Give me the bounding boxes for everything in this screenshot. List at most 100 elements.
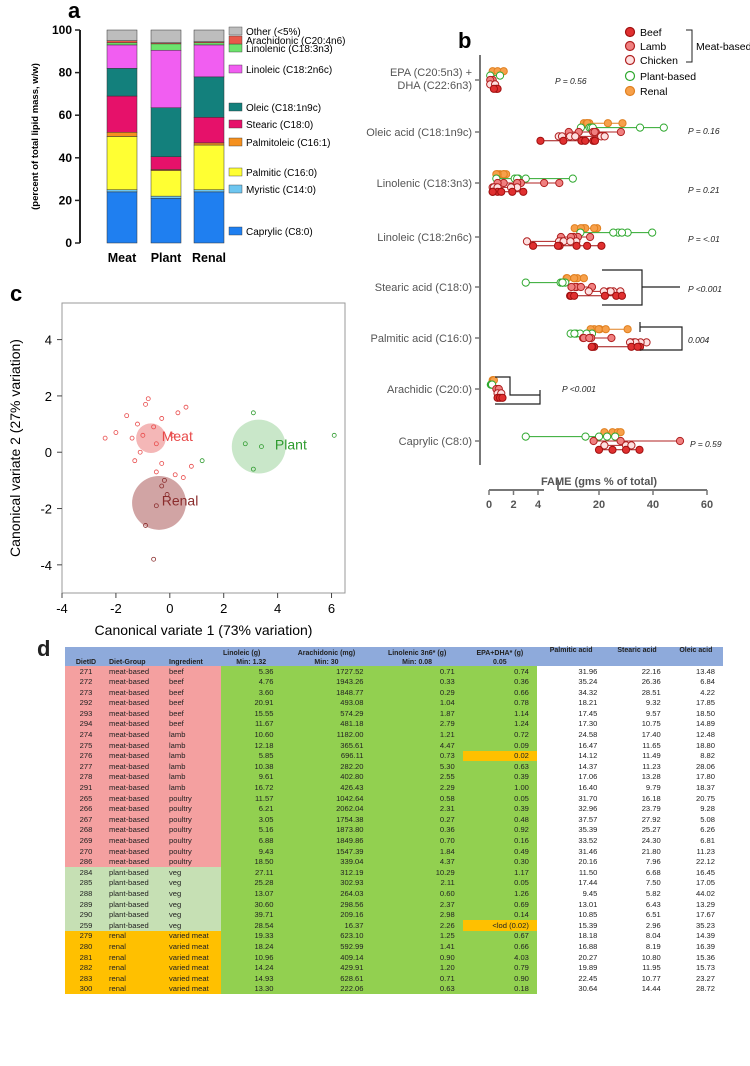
table-row: 275 meat-based lamb 12.18 365.61 4.47 0.09 16.4… [65,740,723,751]
sig-bracket [495,376,541,405]
data-point [175,410,181,416]
table-row: 273 meat-based beef 3.60 1848.77 0.29 0.66 34.3… [65,687,723,698]
cell-group: plant-based [107,899,167,910]
cell-linoleic: 5.16 [221,824,282,836]
cell-dietid: 292 [65,697,107,709]
cell-dietid: 282 [65,962,107,974]
table-row: 276 meat-based lamb 5.85 696.11 0.73 0.02 14.12… [65,750,723,762]
table-row: 265 meat-based poultry 11.57 1042.64 0.58 0.05… [65,793,723,804]
category-label: Stearic acid (C18:0) [375,282,472,294]
data-point [570,329,579,338]
data-point [611,432,620,441]
cell-oleic: 11.23 [668,846,723,857]
legend-swatch [228,43,243,53]
bar-segment [106,131,138,137]
cell-linoleic: 39.71 [221,909,282,921]
data-point [498,393,507,402]
table-row: 271 meat-based beef 5.36 1727.52 0.71 0.74 31.9… [65,666,723,677]
y-axis-label: (percent of total lipid mass, w/w) [30,63,41,210]
data-point [589,436,598,446]
p-value-label: P = 0.56 [555,76,587,86]
table-row: 270 meat-based poultry 9.43 1547.39 1.84 0.49 3… [65,846,723,857]
data-point [159,461,165,466]
category-label: Palmitic acid (C16:0) [371,333,472,345]
data-point [521,432,530,441]
data-point [553,241,563,250]
data-point [581,136,590,145]
cell-linoleic: 30.60 [221,899,282,910]
table-row: 288 plant-based veg 13.07 264.03 0.60 1.26 9.45… [65,888,723,900]
panel-label-b: b [458,28,471,53]
cell-palmitic: 11.50 [536,867,606,878]
p-value-label: P = 0.59 [690,439,722,449]
data-point [583,241,592,250]
y-tick-label: 2 [45,389,52,404]
cell-ingredient: varied meat [167,930,221,942]
cell-epadha: 0.49 [462,846,537,857]
cell-stearic: 6.43 [605,899,669,910]
panel-label-c: c [10,285,22,306]
cell-dietid: 291 [65,782,107,794]
x-tick-label: 0 [166,601,173,616]
panel-a: a 0 20 40 60 80 100 (percent of total lipid mas… [0,0,460,285]
data-point [584,287,593,296]
cell-linolenic: 0.27 [371,814,463,825]
cell-dietid: 268 [65,824,107,836]
fame-dot-plot: b 0 2 4 20 40 60 FAME (gms % of total) EPA (C20:… [366,26,750,511]
cell-dietid: 265 [65,793,107,804]
data-point [616,428,625,437]
cell-linolenic: 0.73 [371,750,463,762]
legend-label: Myristic (C14:0) [246,185,316,196]
cell-epadha: 0.69 [462,899,537,910]
cell-epadha: <lod (0.02) [462,920,537,931]
cell-palmitic: 33.52 [536,835,606,847]
cell-group: plant-based [107,877,167,889]
cell-arachidonic: 493.08 [281,697,372,709]
data-point [529,241,538,250]
y-tick-label: 80 [59,66,73,80]
cell-stearic: 9.57 [605,708,669,719]
bar-segment [150,107,182,157]
cell-palmitic: 22.45 [536,973,606,984]
cell-oleic: 17.67 [668,909,723,921]
cell-palmitic: 20.16 [536,856,606,868]
cell-group: meat-based [107,666,167,677]
table-row: 272 meat-based beef 4.76 1943.26 0.33 0.36 35.2… [65,676,723,688]
cell-palmitic: 17.44 [536,877,606,889]
cell-arachidonic: 592.99 [281,941,372,953]
cell-linolenic: 2.31 [371,803,463,815]
cell-palmitic: 10.85 [536,909,606,921]
sig-bracket [639,322,683,351]
data-point [572,241,581,250]
legend-swatch [228,119,243,129]
group-label: Renal [162,493,199,509]
data-point [567,282,576,292]
cell-linoleic: 4.76 [221,676,282,688]
data-point [519,187,528,196]
cell-group: meat-based [107,687,167,698]
cell-epadha: 0.02 [462,750,537,762]
cell-ingredient: poultry [167,835,221,847]
cell-ingredient: poultry [167,856,221,868]
plot-frame [61,302,346,594]
data-point [607,333,616,343]
cell-epadha: 0.63 [462,761,537,772]
cell-stearic: 23.79 [605,803,669,815]
cell-ingredient: veg [167,867,221,878]
data-point [594,445,604,454]
cell-ingredient: poultry [167,824,221,836]
cell-linolenic: 0.71 [371,666,463,677]
legend-swatch [228,167,243,177]
col-header-group: Diet-Group [107,647,167,666]
legend-marker [624,70,636,82]
cell-linolenic: 1.84 [371,846,463,857]
cell-linoleic: 11.67 [221,718,282,730]
cell-dietid: 290 [65,909,107,921]
bar-segment [193,29,225,42]
cell-linolenic: 0.58 [371,793,463,804]
data-point [151,424,157,430]
bar-segment [106,29,138,41]
cell-dietid: 283 [65,973,107,984]
cell-stearic: 8.19 [605,941,669,953]
data-point [590,127,599,137]
